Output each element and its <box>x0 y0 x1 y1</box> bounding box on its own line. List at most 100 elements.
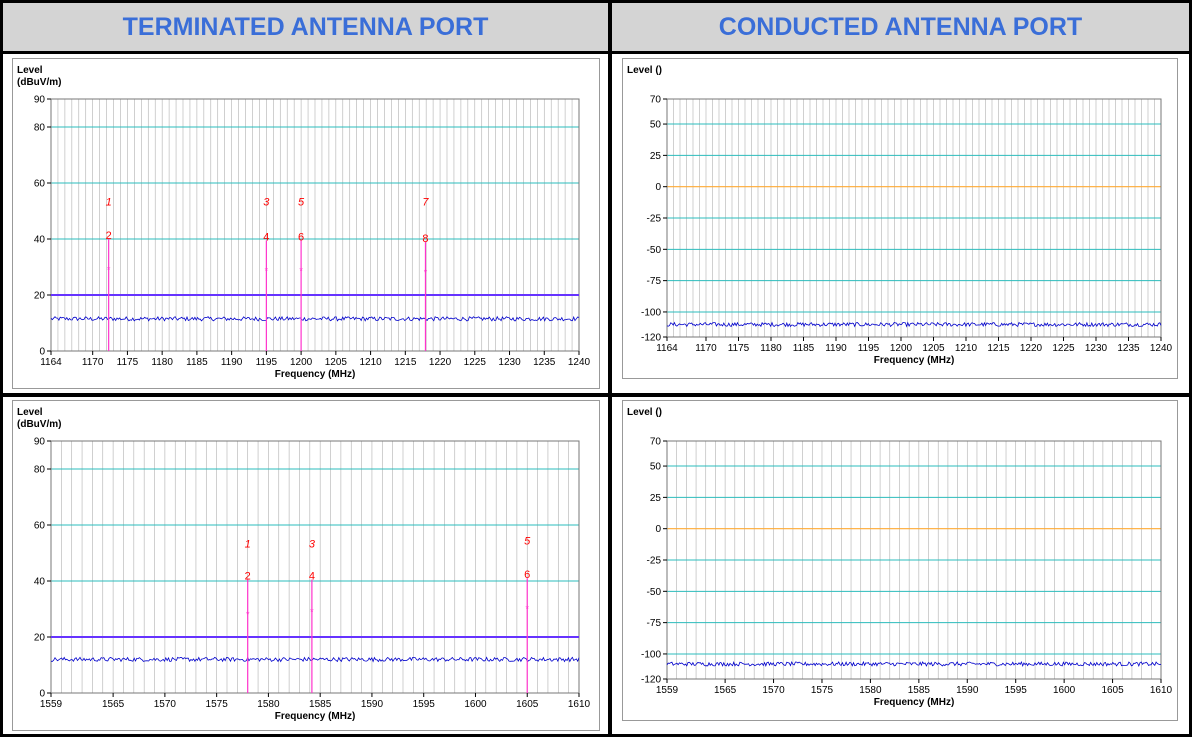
x-tick-label: 1559 <box>40 699 63 710</box>
x-tick-label: 1575 <box>811 685 834 696</box>
marker-peak-label: 1 <box>106 196 112 208</box>
y-tick-label: 70 <box>650 437 662 448</box>
measurement-trace <box>667 662 1161 666</box>
header-terminated: TERMINATED ANTENNA PORT <box>3 3 608 51</box>
plot-frame <box>51 441 579 693</box>
x-tick-label: 1590 <box>361 699 384 710</box>
x-axis-label: Frequency (MHz) <box>275 369 356 380</box>
marker-av-point: * <box>107 265 111 275</box>
x-tick-label: 1180 <box>760 343 782 354</box>
x-tick-label: 1600 <box>464 699 487 710</box>
x-tick-label: 1175 <box>728 343 750 354</box>
marker-qp-label: 6 <box>298 231 304 243</box>
y-axis-label: (dBuV/m) <box>17 419 61 430</box>
y-tick-label: -25 <box>647 214 662 225</box>
x-axis-label: Frequency (MHz) <box>874 697 955 708</box>
x-tick-label: 1570 <box>154 699 177 710</box>
x-tick-label: 1230 <box>1085 343 1108 354</box>
y-tick-label: 20 <box>34 633 46 644</box>
y-tick-label: 25 <box>650 151 662 162</box>
x-tick-label: 1225 <box>464 357 487 368</box>
x-tick-label: 1610 <box>1150 685 1173 696</box>
marker-qp-label: 2 <box>106 230 112 242</box>
x-tick-label: 1559 <box>656 685 679 696</box>
marker-peak-label: 5 <box>298 196 305 208</box>
x-tick-label: 1590 <box>956 685 979 696</box>
marker-peak-label: 1 <box>245 538 251 550</box>
measurement-trace <box>51 657 579 661</box>
x-tick-label: 1580 <box>859 685 882 696</box>
marker-peak-label: 5 <box>524 536 531 548</box>
y-tick-label: 70 <box>650 95 662 106</box>
marker-qp-label: 6 <box>524 569 530 581</box>
chart-terminated-l1: Level(dBuV/m) 0 20 40 60 80 90 1559 1565 1570 1575… <box>13 401 601 732</box>
marker-peak-label: 3 <box>309 538 316 550</box>
y-tick-label: 90 <box>34 437 46 448</box>
y-tick-label: -120 <box>641 675 661 686</box>
x-tick-label: 1585 <box>309 699 332 710</box>
y-tick-label: -120 <box>641 333 661 344</box>
x-tick-label: 1235 <box>533 357 556 368</box>
x-tick-label: 1585 <box>908 685 931 696</box>
x-tick-label: 1164 <box>656 343 678 354</box>
y-tick-label: 60 <box>34 179 46 190</box>
x-tick-label: 1240 <box>568 357 591 368</box>
x-tick-label: 1575 <box>206 699 229 710</box>
x-tick-label: 1610 <box>568 699 591 710</box>
y-tick-label: 60 <box>34 521 46 532</box>
x-tick-label: 1170 <box>82 357 104 368</box>
marker-peak-label: 3 <box>263 196 270 208</box>
marker-av-point: * <box>265 266 269 276</box>
marker-av-point: * <box>246 610 250 620</box>
y-tick-label: -100 <box>641 307 661 318</box>
chart-panel-conducted-l1: Level () 70 50 25 0 -25 -50 -75 -100 -120 1559 1565… <box>622 400 1178 721</box>
y-tick-label: 80 <box>34 465 46 476</box>
marker-qp-label: 2 <box>245 571 251 583</box>
x-tick-label: 1185 <box>793 343 815 354</box>
marker-qp-label: 4 <box>263 231 269 243</box>
x-tick-label: 1170 <box>695 343 717 354</box>
y-tick-label: 90 <box>34 95 46 106</box>
header-conducted: CONDUCTED ANTENNA PORT <box>612 3 1189 51</box>
x-tick-label: 1185 <box>186 357 208 368</box>
y-tick-label: 0 <box>39 689 45 700</box>
x-tick-label: 1190 <box>825 343 847 354</box>
x-tick-label: 1164 <box>40 357 62 368</box>
header-divider <box>0 51 1192 54</box>
y-axis-label: Level <box>17 65 43 76</box>
x-tick-label: 1580 <box>257 699 280 710</box>
y-tick-label: 40 <box>34 577 46 588</box>
marker-qp-label: 4 <box>309 571 315 583</box>
x-tick-label: 1180 <box>151 357 173 368</box>
x-tick-label: 1195 <box>256 357 278 368</box>
marker-av-point: * <box>424 268 428 278</box>
y-axis-label: (dBuV/m) <box>17 77 61 88</box>
x-tick-label: 1215 <box>987 343 1010 354</box>
x-tick-label: 1175 <box>117 357 139 368</box>
x-tick-label: 1225 <box>1052 343 1075 354</box>
y-tick-label: 80 <box>34 123 46 134</box>
chart-panel-terminated-l1: Level (dBuV/m) 0 20 40 60 80 90 1559 1565 1570 1575… <box>12 400 600 731</box>
y-axis-label: Level () <box>627 65 662 76</box>
chart-panel-conducted-l5: Level () 70 50 25 0 -25 -50 -75 -100 -120 1164 1170… <box>622 58 1178 379</box>
x-tick-label: 1570 <box>762 685 785 696</box>
marker-peak-label: 7 <box>422 196 429 208</box>
chart-conducted-l5: Level ()7050250-25-50-75-100-1201164 1170… <box>623 59 1179 380</box>
x-tick-label: 1205 <box>325 357 348 368</box>
x-tick-label: 1195 <box>858 343 880 354</box>
x-tick-label: 1190 <box>221 357 243 368</box>
y-tick-label: -75 <box>647 276 662 287</box>
x-tick-label: 1220 <box>1020 343 1043 354</box>
x-tick-label: 1595 <box>1005 685 1028 696</box>
x-tick-label: 1210 <box>359 357 382 368</box>
chart-panel-terminated-l5: Level (dBuV/m) 0 20 40 60 80 90 1164 1170 1175 1180… <box>12 58 600 389</box>
y-tick-label: -25 <box>647 556 662 567</box>
y-axis-label: Level () <box>627 407 662 418</box>
marker-av-point: * <box>310 607 314 617</box>
marker-av-point: * <box>299 266 303 276</box>
y-tick-label: -50 <box>647 587 662 598</box>
x-axis-label: Frequency (MHz) <box>275 711 356 722</box>
chart-terminated-l5: Level(dBuV/m) 0 20 40 60 80 90 1164 1170 1175 1180… <box>13 59 601 390</box>
x-tick-label: 1205 <box>922 343 945 354</box>
y-tick-label: -75 <box>647 618 662 629</box>
